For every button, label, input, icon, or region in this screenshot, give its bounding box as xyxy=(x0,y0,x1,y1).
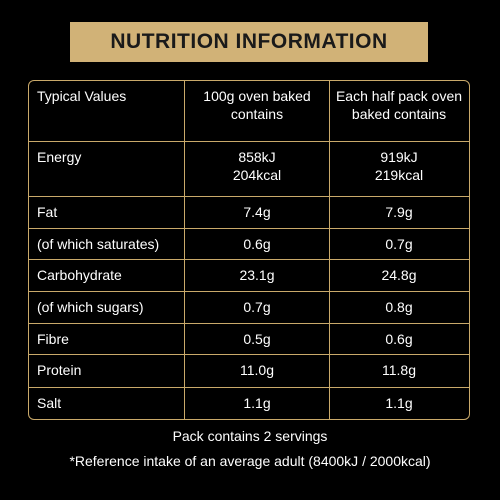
table-row: Carbohydrate 23.1g 24.8g xyxy=(29,259,469,291)
table-row: Energy 858kJ 204kcal 919kJ 219kcal xyxy=(29,141,469,196)
value-cell: 0.6g xyxy=(385,331,413,347)
value-cell: Each half pack oven baked contains xyxy=(330,81,468,141)
nutrition-table: Typical Values 100g oven baked contains Eac… xyxy=(28,80,470,420)
table-row: Fat 7.4g 7.9g xyxy=(29,196,469,228)
label-cell: Typical Values xyxy=(29,81,185,141)
value-cell: 7.4g xyxy=(185,197,330,228)
value-cell: 7.9g xyxy=(385,204,413,220)
table-row: Salt 1.1g 1.1g xyxy=(29,387,469,419)
value-cell: 919kJ 219kcal xyxy=(330,142,468,196)
table-row: Protein 11.0g 11.8g xyxy=(29,354,469,387)
footer-note: Pack contains 2 servings xyxy=(172,428,328,444)
label-cell: (of which sugars) xyxy=(29,292,185,323)
footer-note: *Reference intake of an average adult (8… xyxy=(69,453,431,469)
value-cell: 100g oven baked contains xyxy=(185,81,330,141)
cell-line: 219kcal xyxy=(374,167,424,183)
table-row: (of which sugars) 0.7g 0.8g xyxy=(29,291,469,323)
value-cell: 23.1g xyxy=(185,260,330,291)
value-cell: 0.7g xyxy=(185,292,330,323)
value-cell: 0.7g xyxy=(385,236,413,252)
value-cell: 11.8g xyxy=(382,362,416,378)
label-cell: Fat xyxy=(29,197,185,228)
value-cell: 0.6g xyxy=(185,229,330,259)
value-cell: 1.1g xyxy=(385,395,413,411)
cell-line: 919kJ xyxy=(380,149,418,165)
label-cell: Salt xyxy=(29,388,185,419)
value-cell: 11.0g xyxy=(185,355,330,387)
cell-line: Each half pack oven xyxy=(335,88,463,104)
label-cell: (of which saturates) xyxy=(29,229,185,259)
table-row: Fibre 0.5g 0.6g xyxy=(29,323,469,354)
value-cell: 0.8g xyxy=(385,299,413,315)
value-cell: 858kJ 204kcal xyxy=(185,142,330,196)
cell-line: contains xyxy=(230,106,284,122)
label-cell: Protein xyxy=(29,355,185,387)
value-cell: 24.8g xyxy=(381,267,417,283)
cell-line: 100g oven baked xyxy=(203,88,311,104)
table-row: (of which saturates) 0.6g 0.7g xyxy=(29,228,469,259)
cell-line: 204kcal xyxy=(232,167,282,183)
label-cell: Energy xyxy=(29,142,185,196)
title: NUTRITION INFORMATION xyxy=(70,22,428,62)
header-row: Typical Values 100g oven baked contains Eac… xyxy=(29,81,469,141)
value-cell: 1.1g xyxy=(185,388,330,419)
label-cell: Carbohydrate xyxy=(29,260,185,291)
cell-line: baked contains xyxy=(351,106,447,122)
cell-line: 858kJ xyxy=(238,149,276,165)
label-cell: Fibre xyxy=(29,324,185,354)
value-cell: 0.5g xyxy=(185,324,330,354)
